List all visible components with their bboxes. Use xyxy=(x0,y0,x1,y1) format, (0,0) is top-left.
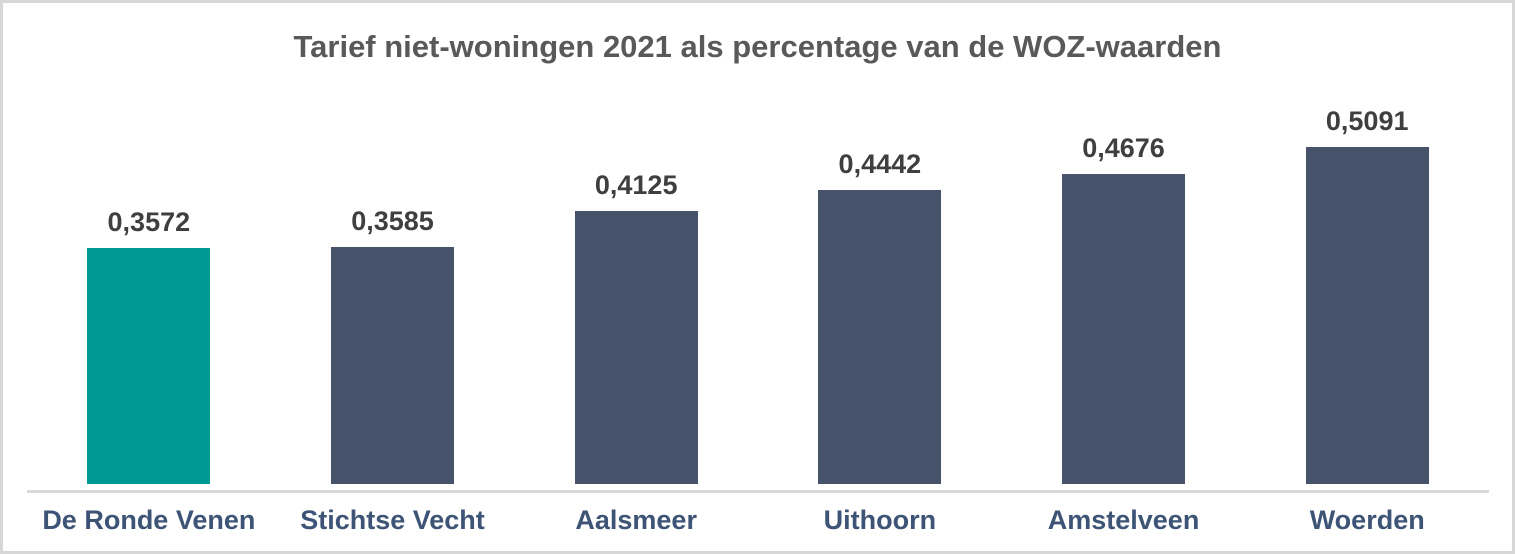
bar-value-label: 0,3572 xyxy=(107,206,191,237)
bar-amstelveen[interactable] xyxy=(1062,174,1186,484)
bar-column-aalsmeer: 0,4125 xyxy=(514,93,758,484)
bar-column-woerden: 0,5091 xyxy=(1245,93,1489,484)
category-label-de-ronde-venen: De Ronde Venen xyxy=(42,505,256,535)
bar-value-label: 0,5091 xyxy=(1325,105,1409,136)
bar-column-de-ronde-venen: 0,3572 xyxy=(27,93,271,484)
category-label-aalsmeer: Aalsmeer xyxy=(575,505,697,535)
bar-column-amstelveen: 0,4676 xyxy=(1002,93,1246,484)
bar-aalsmeer[interactable] xyxy=(574,211,698,484)
category-label-amstelveen: Amstelveen xyxy=(1047,505,1200,535)
bar-stichtse-vecht[interactable] xyxy=(331,247,454,484)
bar-de-ronde-venen[interactable] xyxy=(87,248,211,484)
x-axis-line xyxy=(27,490,1489,493)
bar-value-label: 0,3585 xyxy=(351,205,434,236)
category-label-stichtse-vecht: Stichtse Vecht xyxy=(300,505,485,535)
chart-title: Tarief niet-woningen 2021 als percentage… xyxy=(293,29,1222,64)
bar-value-label: 0,4676 xyxy=(1082,132,1165,163)
bar-column-stichtse-vecht: 0,3585 xyxy=(271,93,515,484)
category-axis: De Ronde Venen Stichtse Vecht Aalsmeer U… xyxy=(27,504,1489,536)
bar-value-label: 0,4442 xyxy=(838,148,922,179)
category-label-uithoorn: Uithoorn xyxy=(823,505,937,535)
plot-area: 0,3572 0,3585 0,4125 0,4442 0,4676 0,509… xyxy=(27,93,1489,484)
bar-column-uithoorn: 0,4442 xyxy=(758,93,1002,484)
category-label-woerden: Woerden xyxy=(1309,505,1425,535)
bar-woerden[interactable] xyxy=(1305,147,1429,484)
bar-uithoorn[interactable] xyxy=(818,190,942,484)
bar-value-label: 0,4125 xyxy=(594,169,678,200)
